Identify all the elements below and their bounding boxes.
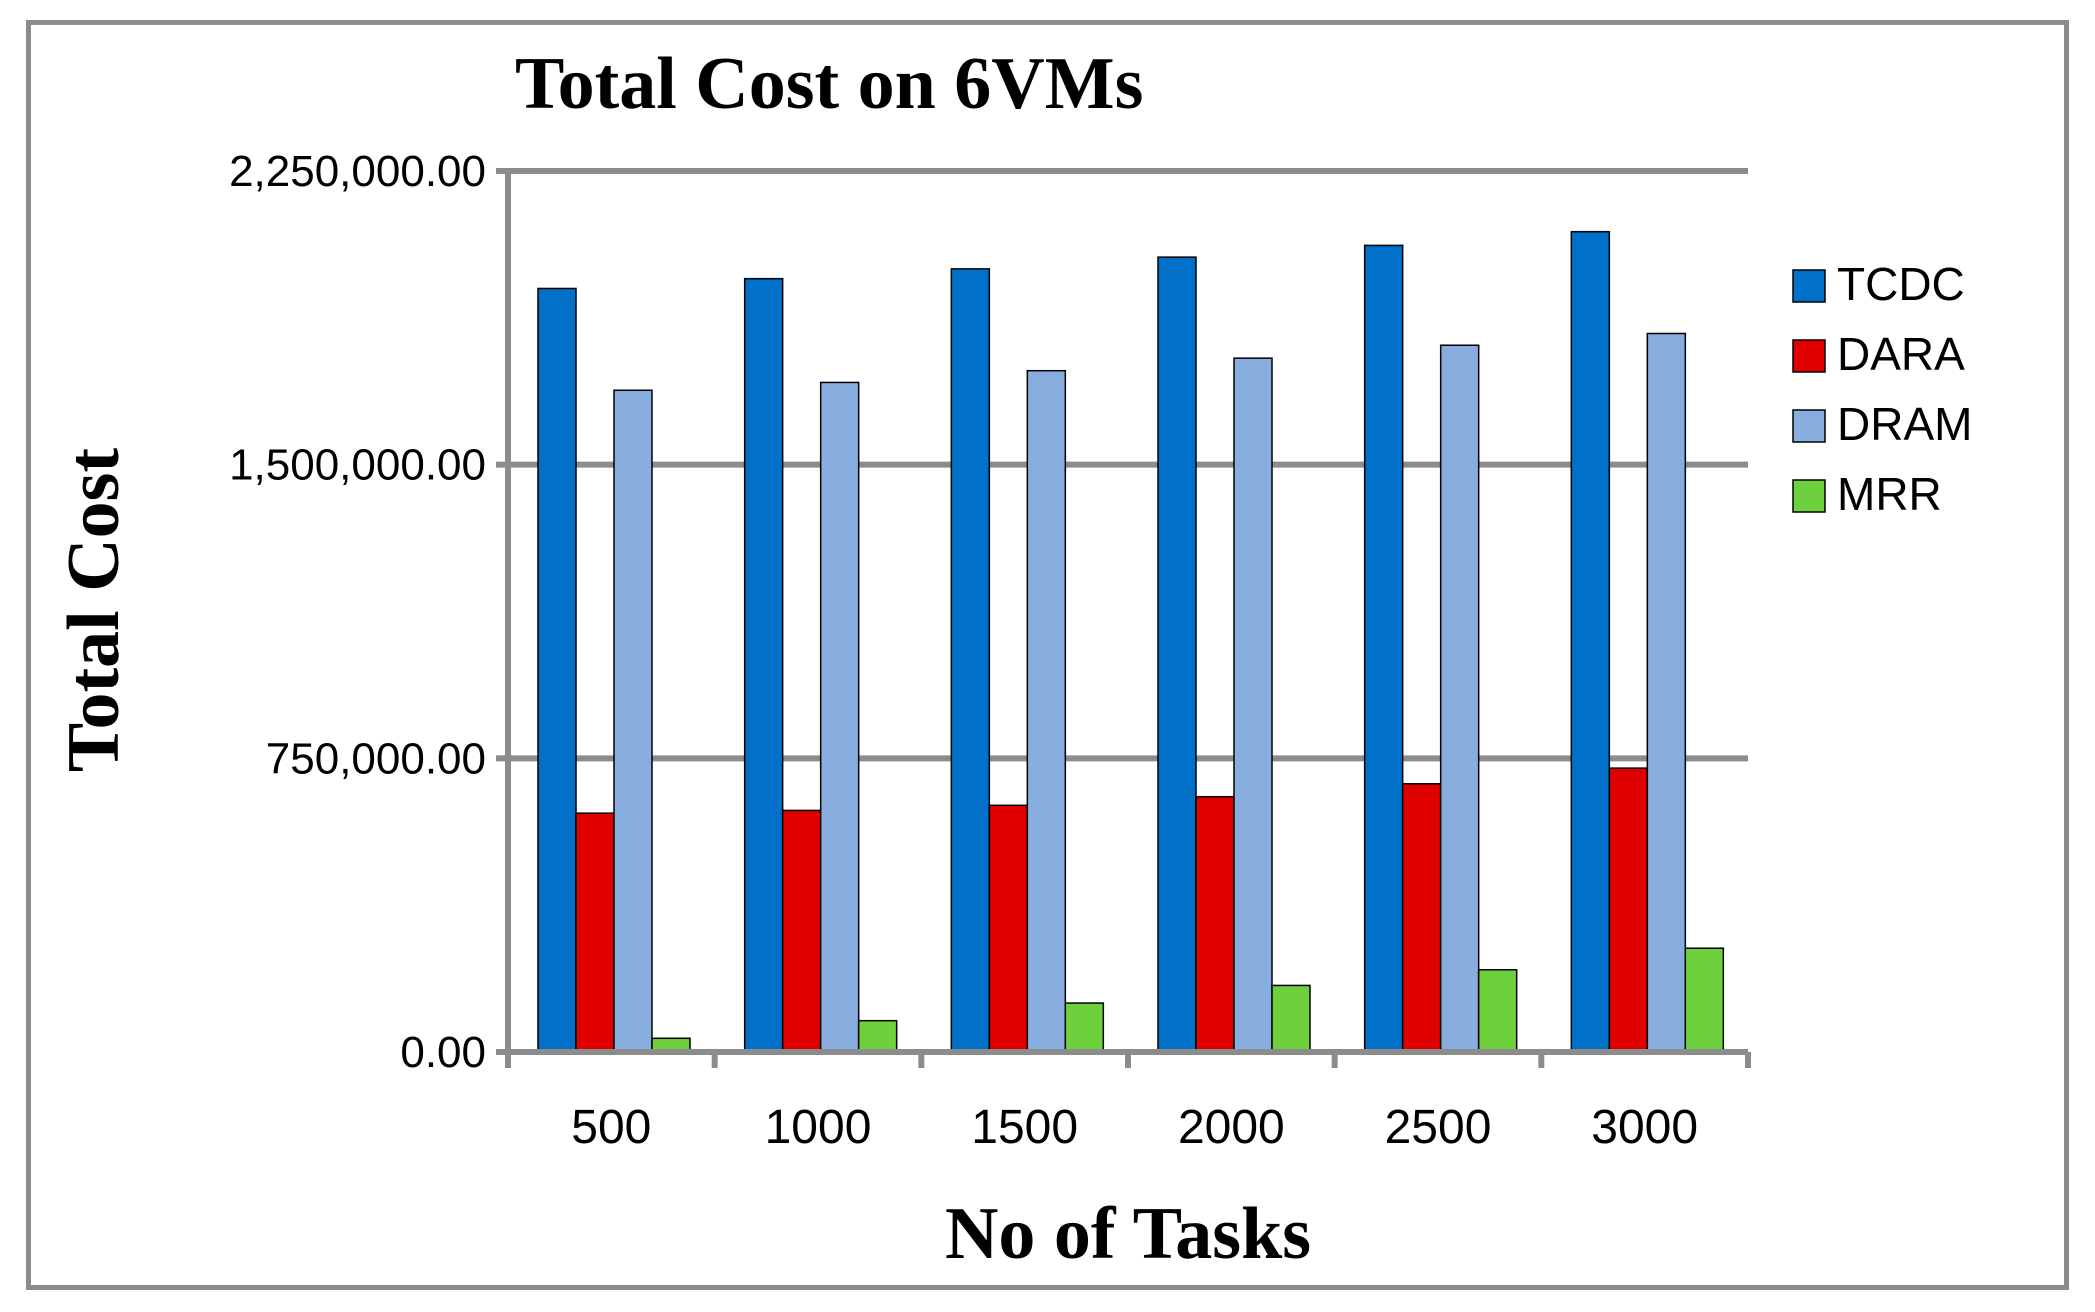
x-tick-labels: 500 1000 1500 2000 2500 3000 — [571, 1101, 1698, 1154]
x-axis-label: No of Tasks — [945, 1193, 1311, 1275]
bar-dram-1000 — [819, 381, 860, 1053]
bar-dara-2000 — [1195, 795, 1235, 1053]
bar-dara-2500 — [1401, 783, 1442, 1053]
bar-dram-2000 — [1233, 357, 1273, 1053]
bar-dara-1500 — [988, 804, 1029, 1053]
legend: TCDC DARA DRAM MRR — [1792, 258, 1972, 520]
y-tick-label: 750,000.00 — [266, 734, 486, 783]
legend-swatch-dram — [1792, 409, 1826, 443]
y-axis-label: Total Cost — [53, 448, 135, 773]
bar-dram-500 — [613, 389, 653, 1053]
legend-label-dram: DRAM — [1837, 398, 1972, 450]
bar-tcdc-500 — [537, 287, 577, 1053]
legend-swatch-tcdc — [1792, 269, 1826, 303]
bar-dara-3000 — [1608, 767, 1649, 1053]
legend-swatch-mrr — [1792, 479, 1826, 513]
bar-mrr-3000 — [1684, 947, 1725, 1053]
x-tick-label: 1000 — [765, 1101, 872, 1154]
bar-dara-1000 — [781, 809, 822, 1053]
gridlines — [508, 168, 1748, 762]
bar-mrr-1500 — [1064, 1002, 1105, 1053]
y-tick-label: 2,250,000.00 — [229, 147, 486, 196]
legend-swatch-dara — [1792, 339, 1826, 373]
legend-label-tcdc: TCDC — [1837, 258, 1965, 310]
bar-mrr-2500 — [1477, 969, 1518, 1053]
bar-tcdc-1500 — [950, 268, 991, 1053]
x-tick-label: 2000 — [1178, 1101, 1285, 1154]
bar-tcdc-3000 — [1570, 230, 1611, 1053]
bar-dram-2500 — [1439, 344, 1480, 1053]
legend-label-dara: DARA — [1837, 328, 1965, 380]
legend-label-mrr: MRR — [1837, 468, 1942, 520]
bar-dram-3000 — [1646, 332, 1687, 1053]
x-tick-label: 2500 — [1385, 1101, 1492, 1154]
y-tick-labels: 0.00 750,000.00 1,500,000.00 2,250,000.00 — [229, 147, 486, 1077]
bar-mrr-2000 — [1271, 984, 1311, 1053]
bars — [537, 230, 1725, 1053]
x-tick-label: 500 — [571, 1101, 651, 1154]
bar-dram-1500 — [1026, 369, 1067, 1053]
bar-mrr-1000 — [857, 1019, 898, 1053]
x-tick-label: 3000 — [1591, 1101, 1698, 1154]
bar-tcdc-2000 — [1157, 256, 1197, 1053]
bar-dara-500 — [575, 812, 615, 1053]
chart-title: Total Cost on 6VMs — [515, 43, 1143, 125]
x-tick-label: 1500 — [971, 1101, 1078, 1154]
bar-tcdc-1000 — [743, 277, 784, 1053]
y-tick-label: 1,500,000.00 — [229, 441, 486, 490]
y-tick-label: 0.00 — [400, 1028, 486, 1077]
axes — [496, 168, 1751, 1068]
bar-tcdc-2500 — [1363, 244, 1404, 1053]
